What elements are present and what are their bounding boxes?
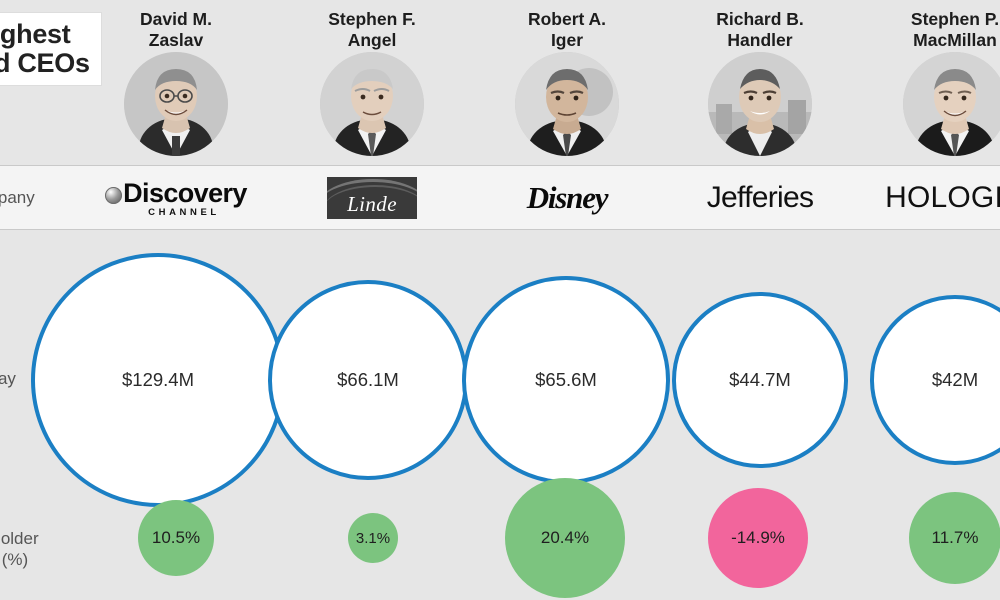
- return-value-3: 20.4%: [540, 528, 590, 547]
- portrait-david-zaslav: [124, 52, 228, 156]
- ceo-column-1[interactable]: David M. Zaslav: [81, 0, 271, 165]
- ceo-column-4[interactable]: Richard B. Handler: [665, 0, 855, 165]
- return-bubble-2[interactable]: 3.1%: [348, 513, 398, 563]
- ceo-column-5[interactable]: Stephen P. MacMillan: [860, 0, 1000, 165]
- company-logo-cell-5[interactable]: HOLOGIC: [860, 166, 1000, 229]
- pay-bubble-3[interactable]: $65.6M: [462, 276, 670, 484]
- return-bubble-5[interactable]: 11.7%: [909, 492, 1000, 584]
- pay-value-3: $65.6M: [535, 369, 597, 390]
- company-logo-cell-4[interactable]: Jefferies: [665, 166, 855, 229]
- portrait-illustration: [515, 52, 619, 156]
- pay-bubble-1[interactable]: $129.4M: [31, 253, 285, 507]
- disney-logo: Disney: [526, 179, 609, 215]
- discovery-logo-word: Discovery: [123, 177, 247, 208]
- ceo-column-2[interactable]: Stephen F. Angel: [277, 0, 467, 165]
- portrait-stephen-angel: [320, 52, 424, 156]
- row-label-company: Company: [0, 187, 35, 207]
- discovery-logo-sub: CHANNEL: [148, 206, 220, 218]
- return-value-2: 3.1%: [355, 529, 391, 547]
- ceo-name-3: Robert A. Iger: [527, 9, 607, 50]
- return-value-5: 11.7%: [931, 528, 979, 547]
- company-logo-cell-2[interactable]: Linde: [277, 166, 467, 229]
- chart-title-box: Highest Paid CEOs: [0, 12, 102, 86]
- company-logo-cell-3[interactable]: Disney: [472, 166, 662, 229]
- pay-bubble-4[interactable]: $44.7M: [672, 292, 848, 468]
- portraits-row: Highest Paid CEOs David M. Zaslav: [0, 0, 1000, 165]
- hologic-logo: HOLOGIC: [885, 180, 1000, 214]
- pay-bubble-5[interactable]: $42M: [870, 295, 1000, 465]
- chart-title-line-2: Paid CEOs: [0, 48, 90, 78]
- swoosh-decoration-2: [327, 184, 417, 215]
- pay-value-2: $66.1M: [337, 369, 399, 390]
- portrait-illustration: [320, 52, 424, 156]
- portrait-robert-iger: [515, 52, 619, 156]
- portrait-richard-handler: [708, 52, 812, 156]
- ceo-name-1: David M. Zaslav: [140, 9, 212, 50]
- bubble-chart-area: Total Pay (2021) Shareholder Return (%) …: [0, 230, 1000, 600]
- return-bubble-4[interactable]: -14.9%: [708, 488, 808, 588]
- linde-logo: Linde: [327, 176, 417, 219]
- pay-value-1: $129.4M: [122, 369, 194, 390]
- discovery-logo: Discovery CHANNEL: [105, 178, 247, 218]
- pay-bubble-2[interactable]: $66.1M: [268, 280, 468, 480]
- portrait-illustration: [124, 52, 228, 156]
- return-value-1: 10.5%: [151, 528, 201, 547]
- chart-title-line-1: Highest: [0, 18, 71, 49]
- ceo-name-4: Richard B. Handler: [716, 9, 804, 50]
- return-bubble-1[interactable]: 10.5%: [138, 500, 214, 576]
- portrait-illustration: [708, 52, 812, 156]
- portrait-stephen-macmillan: [903, 52, 1000, 156]
- jefferies-logo: Jefferies: [706, 180, 814, 214]
- ceo-name-5: Stephen P. MacMillan: [910, 9, 1000, 50]
- globe-icon: [105, 186, 123, 204]
- company-row: Company Discovery CHANNEL Linde Disney J…: [0, 165, 1000, 230]
- ceo-column-3[interactable]: Robert A. Iger: [472, 0, 662, 165]
- ceo-name-2: Stephen F. Angel: [328, 9, 416, 50]
- linde-logo-word: Linde: [347, 191, 397, 216]
- swoosh-decoration: [327, 178, 417, 213]
- pay-value-4: $44.7M: [729, 369, 791, 390]
- return-bubble-3[interactable]: 20.4%: [505, 478, 625, 598]
- pay-value-5: $42M: [931, 369, 979, 390]
- return-value-4: -14.9%: [731, 528, 785, 547]
- portrait-illustration: [903, 52, 1000, 156]
- row-label-shareholder-return: Shareholder Return (%): [0, 529, 39, 570]
- row-label-total-pay: Total Pay (2021): [0, 369, 16, 388]
- company-logo-cell-1[interactable]: Discovery CHANNEL: [81, 166, 271, 229]
